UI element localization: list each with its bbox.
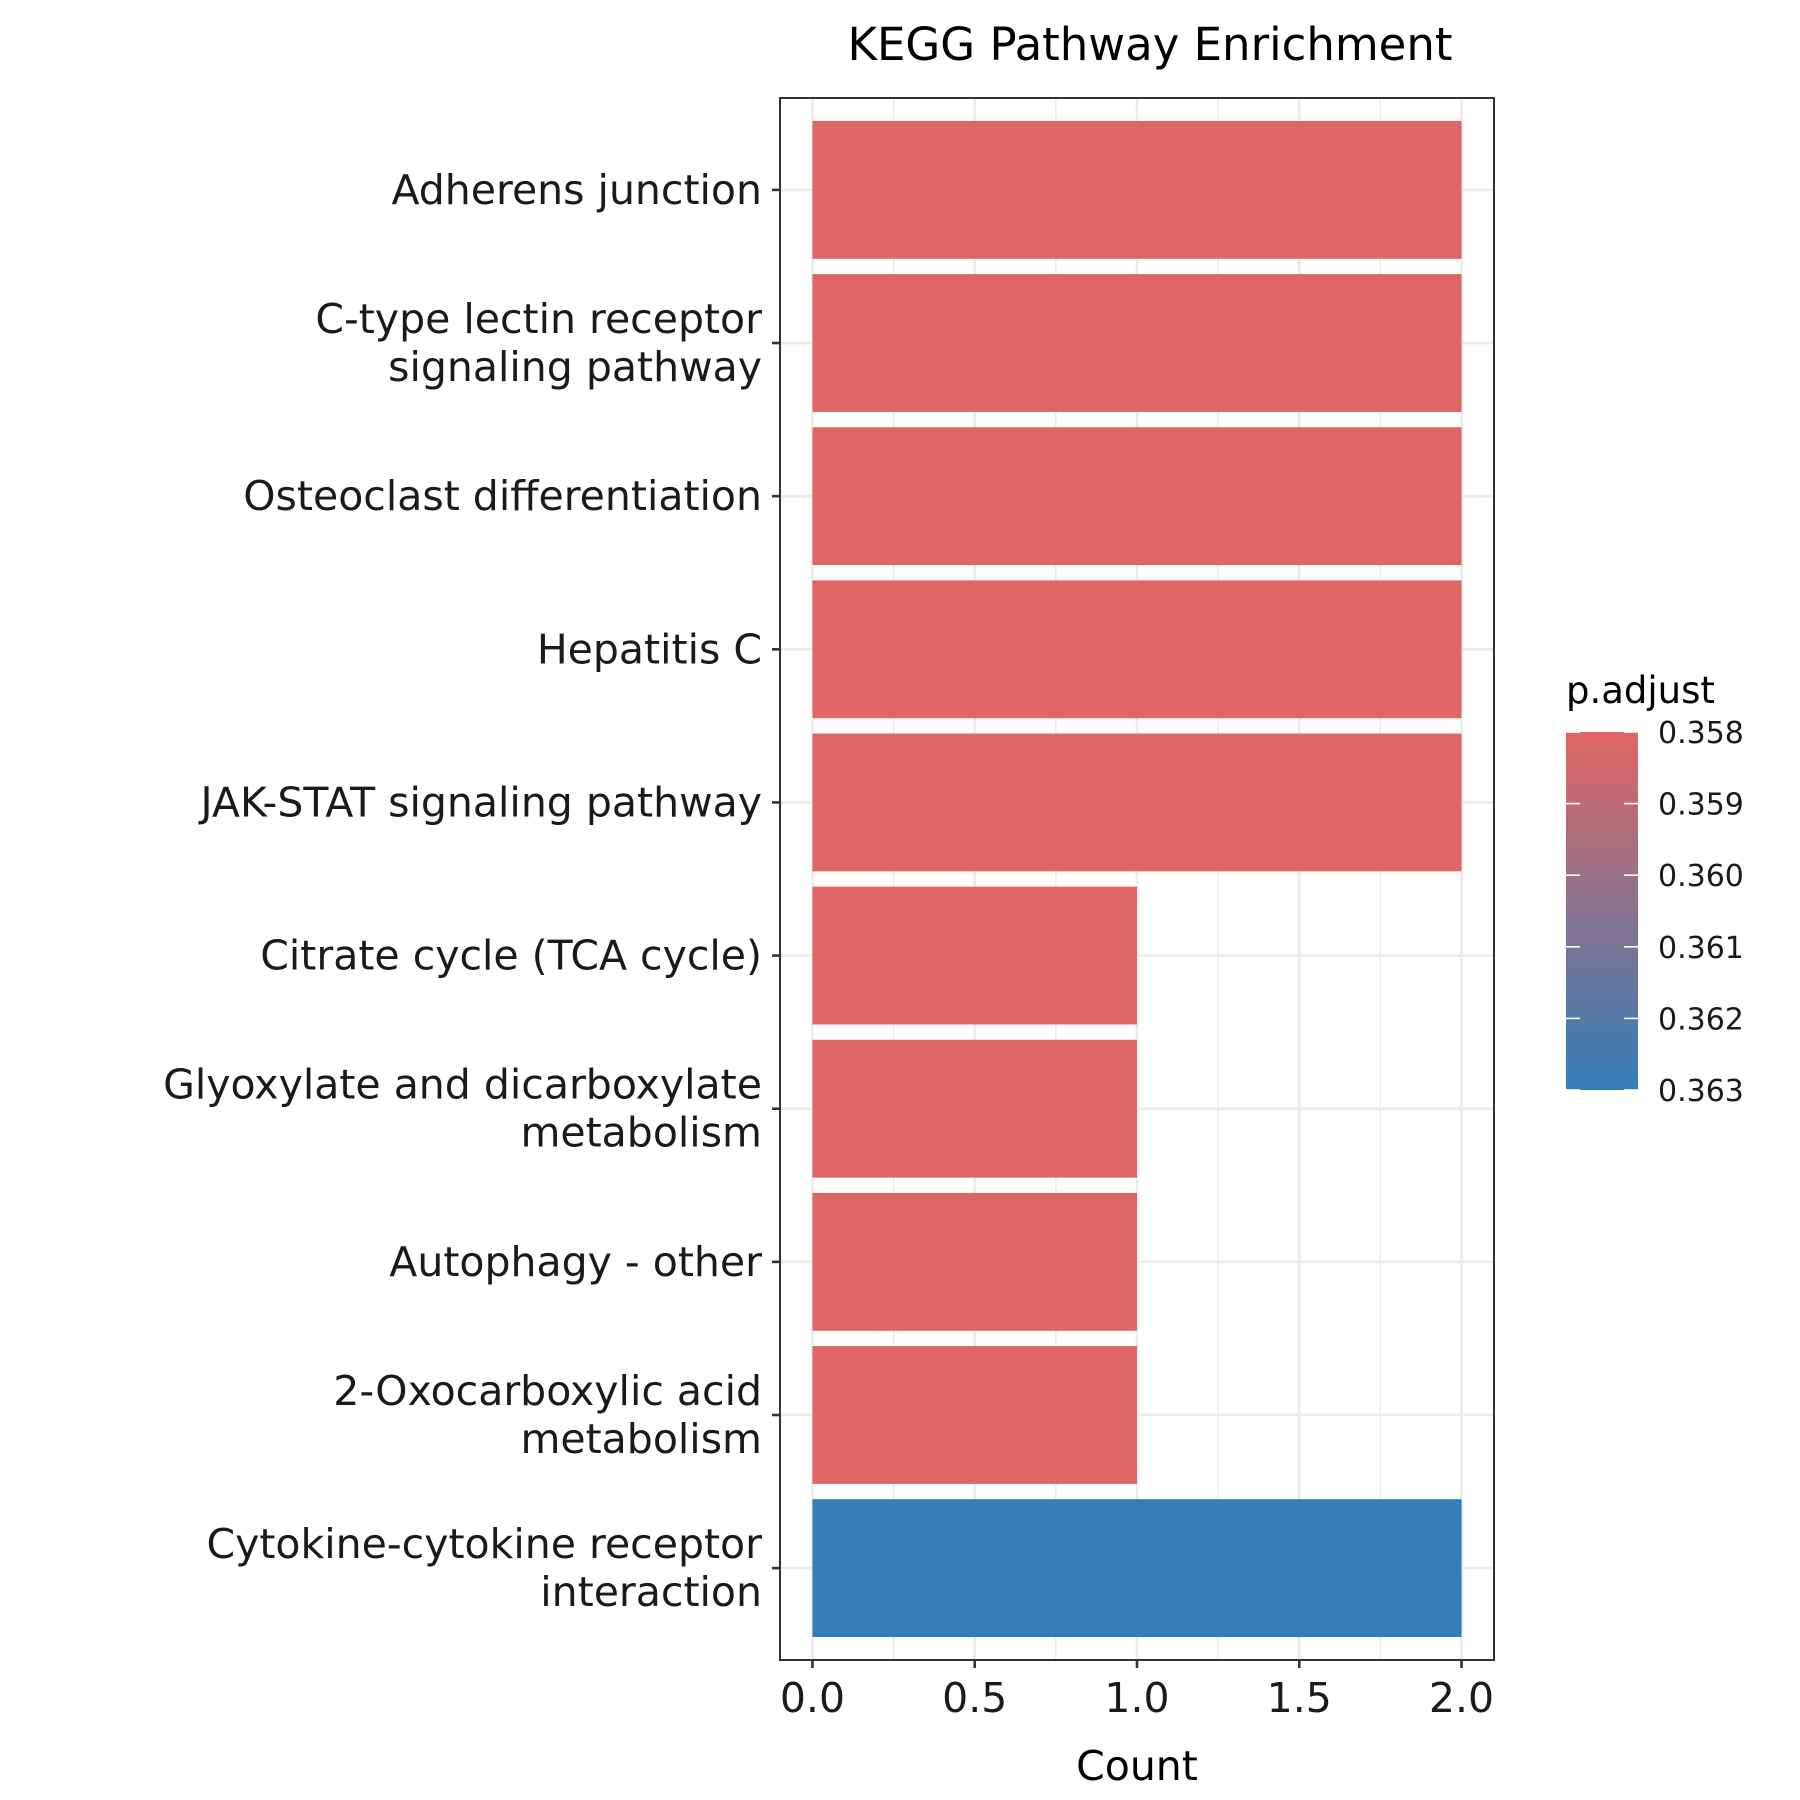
bar bbox=[812, 886, 1137, 1025]
y-tick-label: metabolism bbox=[520, 1109, 762, 1157]
x-tick-label: 0.0 bbox=[780, 1674, 845, 1722]
x-tick-label: 1.0 bbox=[1104, 1674, 1169, 1722]
legend-label: 0.359 bbox=[1658, 788, 1744, 823]
legend-label: 0.360 bbox=[1658, 859, 1744, 894]
y-tick-label: metabolism bbox=[520, 1415, 762, 1463]
x-tick-label: 2.0 bbox=[1429, 1674, 1494, 1722]
legend-label: 0.362 bbox=[1658, 1002, 1744, 1037]
y-tick-label: C-type lectin receptor bbox=[315, 295, 762, 343]
legend: p.adjust 0.358 0.359 0.360 0.361 0.362 0.363 bbox=[1566, 669, 1744, 1109]
y-tick-label: Autophagy - other bbox=[389, 1238, 762, 1286]
y-tick-label: Osteoclast differentiation bbox=[243, 472, 762, 520]
bar bbox=[812, 1346, 1137, 1484]
chart-title: KEGG Pathway Enrichment bbox=[847, 18, 1452, 71]
y-tick-label: Hepatitis C bbox=[537, 625, 762, 673]
bar bbox=[812, 1192, 1137, 1331]
legend-label: 0.363 bbox=[1658, 1074, 1744, 1109]
legend-label: 0.361 bbox=[1658, 931, 1744, 966]
bars-group bbox=[812, 120, 1462, 1638]
legend-label: 0.358 bbox=[1658, 716, 1744, 751]
y-tick-label: 2-Oxocarboxylic acid bbox=[333, 1367, 762, 1415]
legend-colorbar bbox=[1566, 732, 1638, 1090]
bar bbox=[812, 1499, 1462, 1638]
bar bbox=[812, 274, 1462, 412]
bar bbox=[812, 120, 1462, 259]
y-tick-label: Citrate cycle (TCA cycle) bbox=[260, 932, 762, 980]
y-axis-labels: Adherens junction C-type lectin receptors… bbox=[163, 166, 780, 1616]
y-tick-label: JAK-STAT signaling pathway bbox=[198, 778, 762, 826]
y-tick-label: signaling pathway bbox=[388, 343, 762, 391]
legend-title: p.adjust bbox=[1566, 669, 1715, 712]
bar bbox=[812, 427, 1462, 566]
x-axis: 0.0 0.5 1.0 1.5 2.0 bbox=[780, 1660, 1494, 1722]
y-tick-label: Adherens junction bbox=[391, 166, 762, 214]
x-axis-title: Count bbox=[1076, 1742, 1198, 1790]
x-tick-label: 1.5 bbox=[1267, 1674, 1332, 1722]
x-tick-label: 0.5 bbox=[942, 1674, 1007, 1722]
bar bbox=[812, 1039, 1137, 1178]
bar bbox=[812, 733, 1462, 872]
y-tick-label: Cytokine-cytokine receptor bbox=[206, 1520, 762, 1568]
y-tick-label: Glyoxylate and dicarboxylate bbox=[163, 1061, 762, 1109]
bar bbox=[812, 580, 1462, 719]
y-tick-label: interaction bbox=[540, 1568, 762, 1616]
